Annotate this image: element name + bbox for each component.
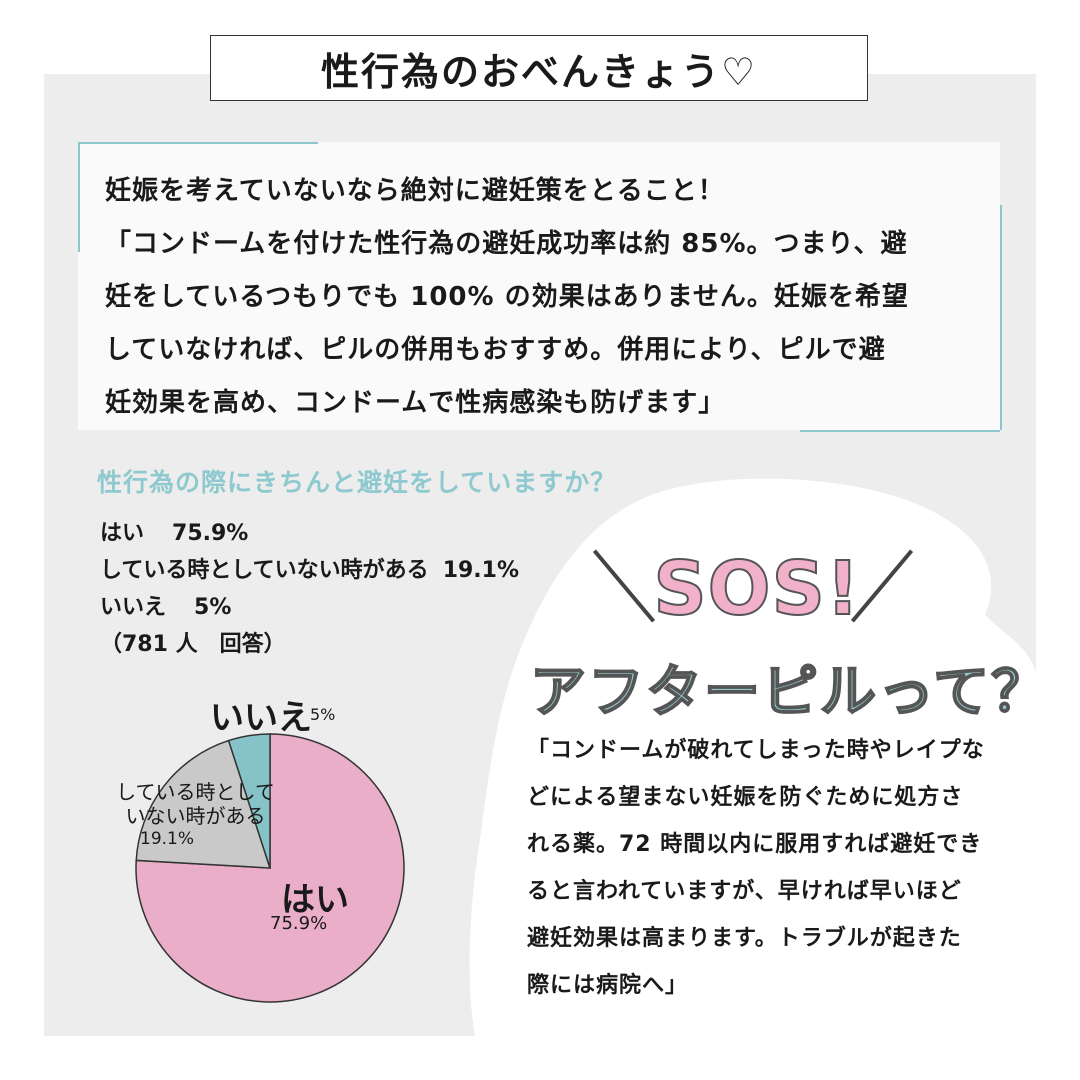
- sos-line: 「コンドームが破れてしまった時やレイプな: [527, 738, 985, 763]
- intro-text: 妊娠を考えていないなら絶対に避妊策をとること！ 「コンドームを付けた性行為の避妊…: [105, 165, 985, 430]
- blob-shape: [469, 478, 1040, 1036]
- answer-pct: 75.9%: [172, 521, 249, 546]
- pie-slice-no: [227, 733, 271, 869]
- survey-answer-yes: はい 75.9%: [100, 515, 519, 552]
- intro-card: [78, 142, 1000, 430]
- intro-line: 妊娠を考えていないなら絶対に避妊策をとること！: [105, 176, 725, 206]
- morning-after-title: アフターピルって？: [529, 659, 1050, 726]
- intro-corner-line: [1000, 205, 1002, 430]
- page-title: 性行為のおべんきょう♡: [210, 35, 868, 101]
- survey-respondents: （781 人 回答）: [100, 632, 286, 657]
- survey-question: 性行為の際にきちんと避妊をしていますか？: [97, 468, 617, 497]
- morning-after-text: 「コンドームが破れてしまった時やレイプな どによる望まない妊娠を防ぐために処方さ…: [527, 727, 1032, 1009]
- intro-line: していなければ、ピルの併用もおすすめ。併用により、ピルで避: [105, 335, 886, 365]
- answer-label: はい: [100, 521, 145, 546]
- intro-line: 妊効果を高め、コンドームで性病感染も防げます」: [105, 388, 726, 418]
- survey-answer-sometimes: している時としていない時がある 19.1%: [100, 552, 519, 589]
- pie-label-no: いいえ: [210, 698, 312, 738]
- pie-label-yes: はい: [281, 880, 349, 920]
- pie-label-sometimes: している時として いない時がある: [108, 780, 283, 828]
- intro-corner-line: [800, 430, 1000, 432]
- answer-pct: 19.1%: [442, 558, 520, 583]
- intro-corner-line: [78, 142, 318, 144]
- pie-label-line: いない時がある: [125, 804, 266, 828]
- sos-line: どによる望まない妊娠を防ぐために処方さ: [527, 785, 964, 810]
- sos-line: ると言われていますが、早ければ早いほど: [527, 879, 962, 904]
- sos-line: 際には病院へ」: [527, 973, 689, 998]
- pie-label-no-pct: 5%: [310, 705, 336, 724]
- pie-label-line: している時として: [116, 780, 275, 804]
- survey-results: はい 75.9% している時としていない時がある 19.1% いいえ 5% （781 …: [100, 515, 519, 663]
- answer-label: している時としていない時がある: [100, 558, 429, 583]
- intro-line: 妊をしているつもりでも 100% の効果はありません。妊娠を希望: [105, 282, 909, 312]
- pie-label-sometimes-pct: 19.1%: [140, 829, 195, 849]
- sos-line: 避妊効果は高まります。トラブルが起きた: [527, 926, 962, 951]
- survey-answer-no: いいえ 5%: [100, 589, 519, 626]
- answer-label: いいえ: [100, 595, 167, 620]
- intro-line: 「コンドームを付けた性行為の避妊成功率は約 85%。つまり、避: [105, 229, 908, 259]
- answer-pct: 5%: [194, 595, 232, 620]
- pie-label-yes-pct: 75.9%: [270, 913, 328, 934]
- intro-corner-line: [78, 142, 80, 252]
- sos-badge: SOS!: [652, 545, 861, 633]
- sos-line: れる薬。72 時間以内に服用すれば避妊でき: [527, 832, 983, 857]
- pie-slice-sometimes: [135, 739, 272, 869]
